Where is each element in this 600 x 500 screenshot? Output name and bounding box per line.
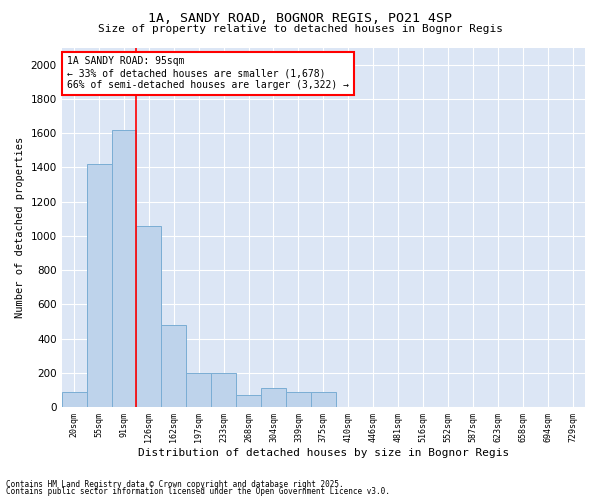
Bar xyxy=(236,395,261,407)
Bar xyxy=(161,325,186,407)
Bar xyxy=(86,164,112,407)
Bar xyxy=(286,392,311,407)
Text: Contains HM Land Registry data © Crown copyright and database right 2025.: Contains HM Land Registry data © Crown c… xyxy=(6,480,344,489)
X-axis label: Distribution of detached houses by size in Bognor Regis: Distribution of detached houses by size … xyxy=(138,448,509,458)
Bar xyxy=(311,392,336,407)
Text: 1A SANDY ROAD: 95sqm
← 33% of detached houses are smaller (1,678)
66% of semi-de: 1A SANDY ROAD: 95sqm ← 33% of detached h… xyxy=(67,56,349,90)
Bar xyxy=(136,226,161,407)
Text: Size of property relative to detached houses in Bognor Regis: Size of property relative to detached ho… xyxy=(97,24,503,34)
Bar xyxy=(211,373,236,407)
Bar xyxy=(62,392,86,407)
Text: Contains public sector information licensed under the Open Government Licence v3: Contains public sector information licen… xyxy=(6,487,390,496)
Bar xyxy=(112,130,136,407)
Bar xyxy=(186,373,211,407)
Bar xyxy=(261,388,286,407)
Y-axis label: Number of detached properties: Number of detached properties xyxy=(15,136,25,318)
Text: 1A, SANDY ROAD, BOGNOR REGIS, PO21 4SP: 1A, SANDY ROAD, BOGNOR REGIS, PO21 4SP xyxy=(148,12,452,26)
